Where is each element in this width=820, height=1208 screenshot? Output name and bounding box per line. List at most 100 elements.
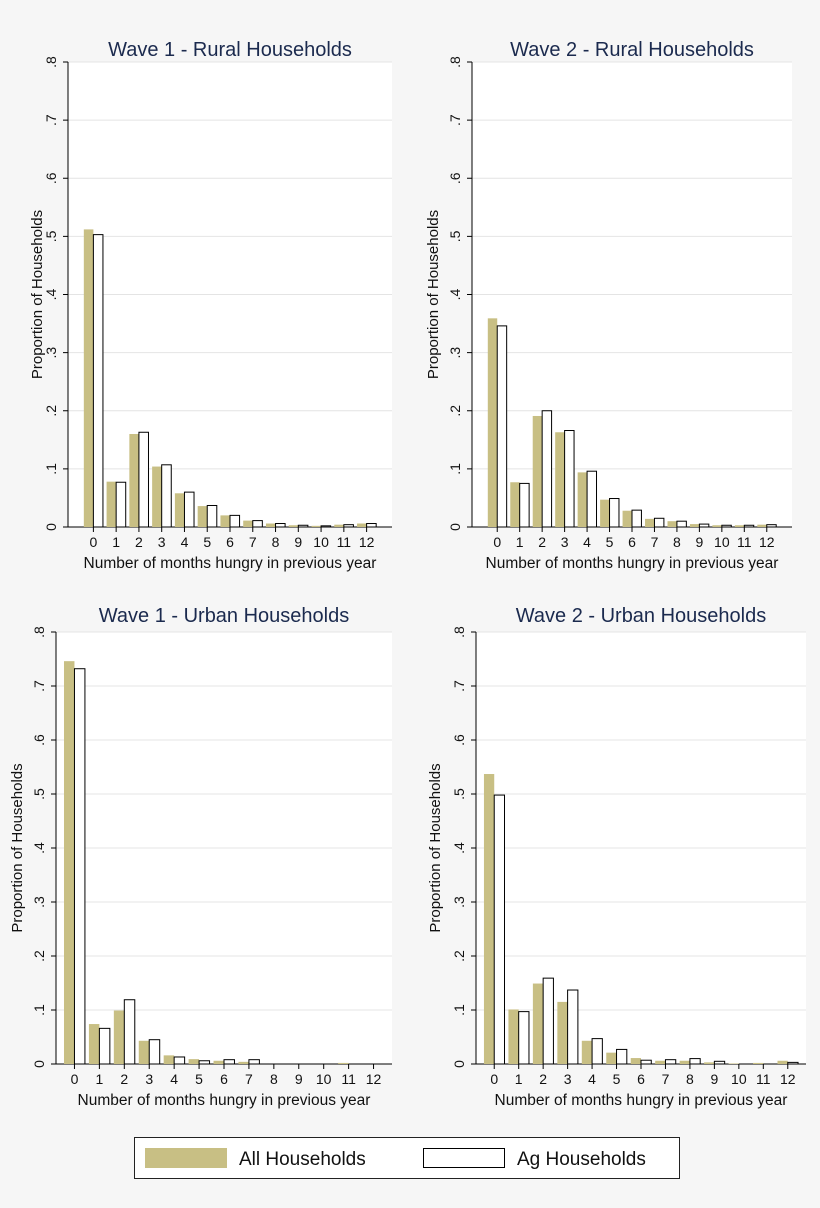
x-tick-label: 7: [662, 1071, 670, 1087]
bar-ag-households: [252, 520, 263, 528]
x-tick-label: 5: [613, 1071, 621, 1087]
bar-all-households: [138, 1040, 150, 1064]
bar-ag-households: [664, 1059, 677, 1065]
x-tick-label: 9: [294, 534, 302, 550]
x-tick-label: 1: [515, 1071, 523, 1087]
bar-all-households: [704, 1062, 715, 1064]
bar-ag-households: [73, 668, 86, 1065]
bar-all-households: [265, 523, 276, 527]
legend-label-all-households: All Households: [239, 1149, 366, 1170]
chart-title: Wave 1 - Urban Households: [99, 605, 350, 627]
bar-ag-households: [161, 464, 172, 528]
x-tick-label: 6: [628, 534, 636, 550]
y-tick-label: .8: [31, 626, 47, 638]
bar-all-households: [510, 482, 520, 527]
y-axis-title: Proportion of Households: [29, 210, 46, 379]
bar-ag-households: [653, 517, 665, 528]
x-tick-label: 7: [249, 534, 257, 550]
x-tick-label: 10: [714, 534, 730, 550]
bar-ag-households: [366, 523, 377, 528]
bar-all-households: [288, 525, 299, 527]
x-tick-label: 8: [673, 534, 681, 550]
bar-all-households: [655, 1060, 666, 1064]
bar-all-households: [630, 1058, 641, 1064]
bar-all-households: [113, 1010, 125, 1064]
y-axis-title: Proportion of Households: [425, 210, 442, 379]
bar-all-households: [163, 1055, 175, 1064]
x-tick-label: 0: [490, 1071, 498, 1087]
bar-all-households: [689, 524, 700, 527]
bar-all-households: [508, 1009, 519, 1064]
y-tick-label: .3: [451, 896, 467, 908]
bar-ag-households: [123, 999, 136, 1065]
bar-ag-households: [148, 1039, 161, 1065]
bar-all-households: [577, 472, 588, 527]
bar-ag-households: [609, 498, 620, 528]
y-tick-label: .2: [43, 405, 59, 417]
bar-ag-households: [698, 523, 710, 528]
x-tick-label: 1: [95, 1071, 103, 1087]
bar-all-households: [712, 525, 722, 527]
x-tick-label: 9: [695, 534, 703, 550]
x-tick-label: 3: [158, 534, 166, 550]
x-tick-label: 12: [780, 1071, 796, 1087]
bar-all-households: [174, 493, 185, 527]
y-tick-label: 0: [43, 523, 59, 531]
x-tick-label: 1: [516, 534, 524, 550]
y-tick-label: .4: [31, 842, 47, 854]
bar-ag-households: [92, 234, 104, 528]
bar-all-households: [734, 525, 745, 527]
x-tick-label: 11: [341, 1071, 356, 1087]
bar-ag-households: [743, 524, 755, 528]
x-tick-label: 2: [135, 534, 143, 550]
x-tick-label: 0: [89, 534, 97, 550]
x-tick-label: 3: [564, 1071, 572, 1087]
x-tick-label: 9: [710, 1071, 718, 1087]
x-tick-label: 11: [756, 1071, 771, 1087]
x-tick-label: 12: [359, 534, 375, 550]
y-tick-label: .8: [447, 56, 463, 68]
y-tick-label: .2: [447, 405, 463, 417]
bar-all-households: [83, 229, 94, 527]
bar-all-households: [757, 524, 767, 527]
bar-all-households: [188, 1059, 200, 1064]
x-tick-label: 4: [170, 1071, 178, 1087]
bar-all-households: [728, 1063, 739, 1064]
x-tick-label: 4: [181, 534, 189, 550]
bar-all-households: [334, 524, 344, 527]
bar-all-households: [106, 481, 117, 527]
bar-ag-households: [320, 525, 332, 528]
bar-all-households: [532, 415, 543, 527]
bar-all-households: [777, 1060, 788, 1064]
x-tick-label: 12: [366, 1071, 382, 1087]
bar-ag-households: [206, 504, 218, 528]
x-axis-title: Number of months hungry in previous year: [486, 555, 779, 572]
bar-all-households: [88, 1024, 100, 1064]
y-tick-label: .1: [451, 1004, 467, 1016]
y-tick-label: .6: [447, 172, 463, 184]
bar-ag-households: [564, 430, 575, 528]
bar-all-households: [311, 525, 322, 527]
bar-ag-households: [138, 431, 149, 528]
x-tick-label: 10: [313, 534, 329, 550]
x-tick-label: 2: [538, 534, 546, 550]
x-tick-label: 9: [295, 1071, 303, 1087]
x-axis-title: Number of months hungry in previous year: [495, 1092, 788, 1109]
x-tick-label: 12: [759, 534, 775, 550]
bar-all-households: [483, 774, 495, 1064]
bar-ag-households: [183, 491, 195, 528]
x-tick-label: 3: [561, 534, 569, 550]
y-tick-label: .4: [451, 842, 467, 854]
x-tick-label: 10: [731, 1071, 747, 1087]
bar-all-households: [243, 520, 253, 527]
bar-all-households: [600, 499, 610, 527]
bar-ag-households: [640, 1059, 652, 1065]
x-tick-label: 8: [270, 1071, 278, 1087]
x-axis-title: Number of months hungry in previous year: [78, 1092, 371, 1109]
chart-title: Wave 2 - Urban Households: [516, 605, 767, 627]
bar-ag-households: [496, 325, 508, 528]
y-tick-label: .2: [31, 950, 47, 962]
legend: All Households Ag Households: [134, 1137, 680, 1179]
bar-ag-households: [519, 482, 530, 528]
